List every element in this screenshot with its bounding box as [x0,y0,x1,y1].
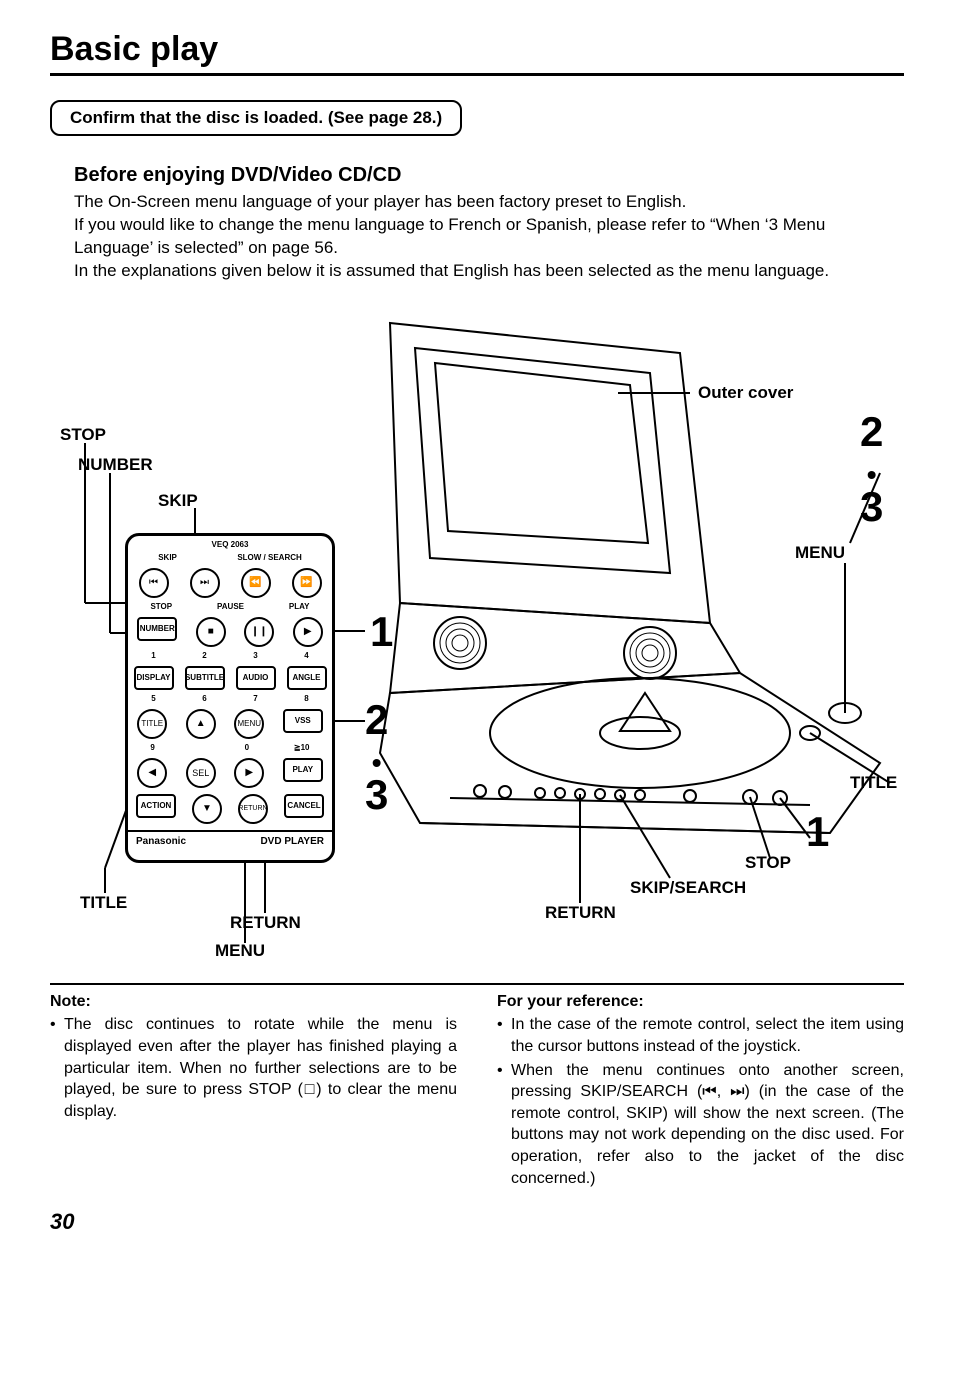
label-skip-search: SKIP/SEARCH [630,878,746,898]
remote-slow-fwd-button[interactable]: ⏩ [292,568,322,598]
remote-label-stop: STOP [150,602,172,611]
notes-section: Note: • The disc continues to rotate whi… [50,991,904,1189]
num4: 4 [304,651,308,660]
label-title-left: TITLE [80,893,127,913]
remote-label-pause: PAUSE [217,602,244,611]
remote-angle-button[interactable]: ANGLE [287,666,327,690]
remote-label-skip: SKIP [158,553,177,562]
num5: 5 [151,694,155,703]
remote-skip-next-button[interactable]: ⏭ [190,568,220,598]
label-skip: SKIP [158,491,198,511]
confirm-box: Confirm that the disc is loaded. (See pa… [50,100,462,136]
remote-skip-prev-button[interactable]: ⏮ [139,568,169,598]
remote-audio-button[interactable]: AUDIO [236,666,276,690]
num8: 8 [304,694,308,703]
label-return-right: RETURN [545,903,616,923]
step-23-left: 2•3 [365,701,388,814]
remote-up-button[interactable]: ▲ [186,709,216,739]
num7: 7 [253,694,257,703]
remote-slow-rev-button[interactable]: ⏪ [241,568,271,598]
num2: 2 [202,651,206,660]
remote-brand: Panasonic [136,836,186,847]
remote-down-button[interactable]: ▼ [192,794,222,824]
page-title: Basic play [50,30,904,76]
intro-p1: The On-Screen menu language of your play… [74,191,904,214]
remote-vss-button[interactable]: VSS [283,709,323,733]
remote-action-button[interactable]: ACTION [136,794,176,818]
remote-sel-button[interactable]: SEL [186,758,216,788]
note-heading: Note: [50,991,457,1013]
note-item1: • The disc continues to rotate while the… [50,1014,457,1122]
remote-title-button[interactable]: TITLE [137,709,167,739]
label-return-left: RETURN [230,913,301,933]
num6: 6 [202,694,206,703]
remote-left-button[interactable]: ◀ [137,758,167,788]
page-number: 30 [50,1209,904,1235]
remote-playmode-button[interactable]: PLAY [283,758,323,782]
step-23-right: 2•3 [860,413,883,526]
remote-right-button[interactable]: ▶ [234,758,264,788]
num1: 1 [151,651,155,660]
reference-item1: • In the case of the remote control, sel… [497,1014,904,1057]
remote-model: VEQ 2063 [128,536,332,549]
num0: 0 [245,743,249,752]
remote-control: VEQ 2063 SKIP SLOW / SEARCH ⏮ ⏭ ⏪ ⏩ STOP… [125,533,335,863]
remote-play-button[interactable]: ▶ [293,617,323,647]
remote-display-button[interactable]: DISPLAY [134,666,174,690]
reference-heading: For your reference: [497,991,904,1013]
device-diagram: VEQ 2063 SKIP SLOW / SEARCH ⏮ ⏭ ⏪ ⏩ STOP… [50,293,904,973]
remote-return-button[interactable]: RETURN [238,794,268,824]
intro-p2: If you would like to change the menu lan… [74,214,904,260]
remote-cancel-button[interactable]: CANCEL [284,794,324,818]
section-heading: Before enjoying DVD/Video CD/CD [74,164,904,187]
label-number: NUMBER [78,455,153,475]
remote-menu-button[interactable]: MENU [234,709,264,739]
label-stop-right: STOP [745,853,791,873]
remote-label-slowsearch: SLOW / SEARCH [237,553,301,562]
remote-subtitle-button[interactable]: SUBTITLE [185,666,225,690]
label-stop-left: STOP [60,425,106,445]
remote-label-play: PLAY [289,602,310,611]
reference-item2: • When the menu continues onto another s… [497,1060,904,1190]
num9: 9 [150,743,154,752]
remote-stop-button[interactable]: ■ [196,617,226,647]
divider [50,983,904,985]
step-1-right: 1 [806,811,829,853]
label-outer-cover: Outer cover [698,383,793,403]
remote-type: DVD PLAYER [260,836,324,847]
label-title-right: TITLE [850,773,897,793]
step-1-left: 1 [370,611,393,653]
num10plus: ≧10 [294,743,310,752]
remote-pause-button[interactable]: ❙❙ [244,617,274,647]
label-menu-right: MENU [795,543,845,563]
num3: 3 [253,651,257,660]
intro-p3: In the explanations given below it is as… [74,260,904,283]
remote-number-button[interactable]: NUMBER [137,617,177,641]
label-menu-left: MENU [215,941,265,961]
